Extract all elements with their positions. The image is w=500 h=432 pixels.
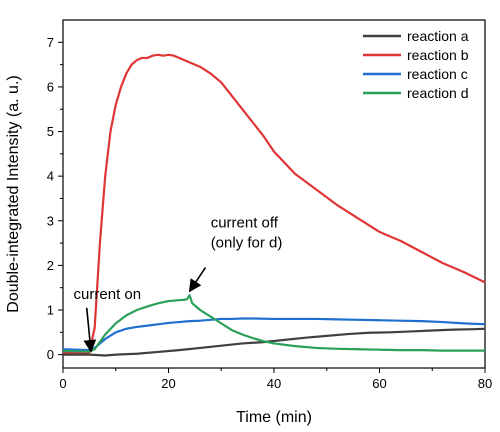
legend: reaction a reaction b reaction c reaction d bbox=[363, 28, 469, 101]
y-axis: 0 1 2 3 4 5 6 7 bbox=[47, 35, 63, 362]
annotation-text-off: (only for d) bbox=[211, 234, 283, 251]
y-axis-title: Double-integrated Intensity (a. u.) bbox=[5, 75, 22, 312]
x-axis-title: Time (min) bbox=[236, 409, 312, 426]
y-tick-label: 6 bbox=[47, 79, 54, 94]
y-tick-label: 4 bbox=[47, 169, 54, 184]
annotation-text-on: current on bbox=[74, 286, 142, 303]
y-tick-label: 0 bbox=[47, 347, 54, 362]
series-line-2 bbox=[63, 53, 486, 354]
legend-label: reaction b bbox=[407, 47, 469, 63]
annotations: current on current off (only for d) bbox=[74, 214, 283, 353]
y-tick-label: 7 bbox=[47, 35, 54, 50]
legend-label: reaction c bbox=[407, 66, 468, 82]
series-line-1 bbox=[63, 327, 486, 357]
y-tick-label: 2 bbox=[47, 258, 54, 273]
y-tick-label: 5 bbox=[47, 124, 54, 139]
x-tick-label: 40 bbox=[267, 376, 281, 391]
annotation-arrow-off bbox=[188, 267, 207, 293]
annotation-text-off: current off bbox=[211, 214, 279, 231]
y-tick-label: 1 bbox=[47, 303, 54, 318]
x-tick-label: 60 bbox=[372, 376, 386, 391]
series-line-4 bbox=[62, 294, 485, 353]
annotation-arrow-on bbox=[83, 307, 97, 353]
x-tick-label: 20 bbox=[161, 376, 175, 391]
y-tick-label: 3 bbox=[47, 213, 54, 228]
x-axis: 0 20 40 60 80 bbox=[59, 368, 492, 391]
series-lines bbox=[62, 53, 486, 357]
x-tick-label: 80 bbox=[478, 376, 492, 391]
x-tick-label: 0 bbox=[59, 376, 66, 391]
legend-label: reaction d bbox=[407, 85, 468, 101]
legend-label: reaction a bbox=[407, 28, 469, 44]
series-line-3 bbox=[62, 317, 486, 352]
